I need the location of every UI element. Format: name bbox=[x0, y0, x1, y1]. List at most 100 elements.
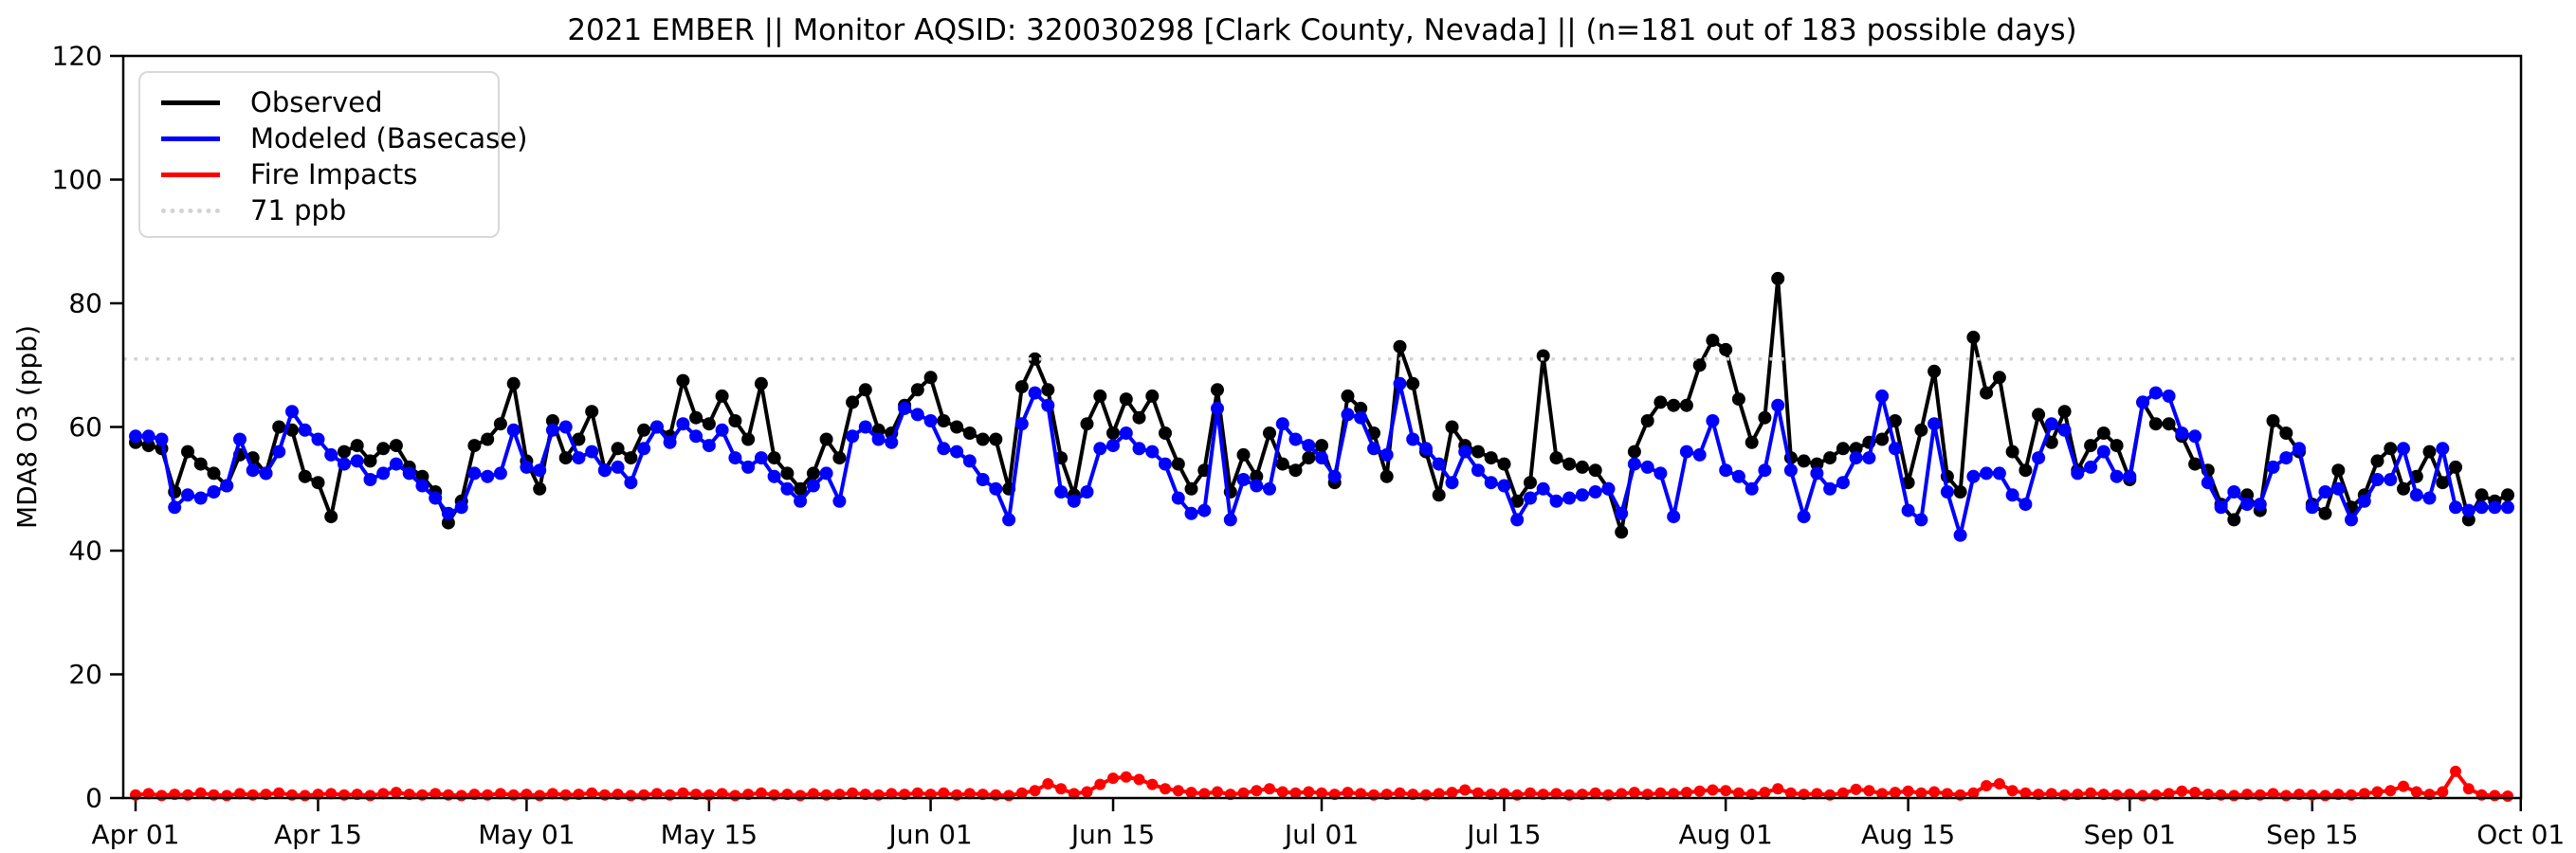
data-point bbox=[2436, 476, 2450, 490]
data-point bbox=[2436, 442, 2450, 456]
data-point bbox=[1223, 513, 1237, 527]
data-point bbox=[1940, 485, 1954, 499]
data-point bbox=[141, 439, 155, 453]
data-point bbox=[2162, 417, 2176, 431]
data-point bbox=[1471, 445, 1485, 459]
data-point bbox=[168, 500, 182, 515]
data-point bbox=[585, 405, 599, 419]
data-point bbox=[885, 435, 899, 449]
data-point bbox=[2071, 466, 2085, 481]
data-point bbox=[2331, 481, 2346, 496]
data-point bbox=[1849, 451, 1863, 465]
data-point bbox=[1836, 787, 1849, 799]
data-point bbox=[1706, 414, 1720, 427]
data-point bbox=[1627, 445, 1641, 459]
data-point bbox=[2279, 426, 2293, 440]
x-tick-label: Apr 01 bbox=[92, 819, 180, 850]
data-point bbox=[1720, 785, 1732, 797]
y-tick-label: 20 bbox=[68, 659, 102, 690]
data-point bbox=[1536, 481, 1550, 496]
x-tick-label: Aug 01 bbox=[1679, 819, 1773, 850]
data-point bbox=[1288, 463, 1303, 478]
data-point bbox=[1015, 787, 1028, 799]
data-point bbox=[1119, 426, 1133, 440]
data-point bbox=[1289, 787, 1302, 799]
data-point bbox=[1628, 787, 1640, 799]
data-point bbox=[1120, 771, 1132, 783]
data-point bbox=[2318, 485, 2332, 499]
data-point bbox=[676, 417, 690, 431]
data-point bbox=[1379, 469, 1394, 483]
data-point bbox=[2370, 454, 2384, 468]
data-point bbox=[493, 466, 507, 481]
data-point bbox=[1601, 481, 1616, 496]
data-point bbox=[1524, 491, 1537, 505]
data-point bbox=[377, 788, 390, 800]
data-point bbox=[1498, 788, 1510, 800]
data-point bbox=[2084, 439, 2098, 453]
data-point bbox=[2370, 473, 2384, 486]
data-point bbox=[298, 469, 312, 483]
x-tick-label: Sep 15 bbox=[2266, 819, 2358, 850]
data-point bbox=[1692, 358, 1707, 372]
data-point bbox=[1836, 442, 1850, 456]
data-point bbox=[1966, 330, 1981, 344]
data-point bbox=[1171, 457, 1185, 471]
data-point bbox=[193, 491, 208, 505]
data-point bbox=[2266, 460, 2280, 474]
data-point bbox=[1107, 772, 1119, 785]
data-point bbox=[1679, 445, 1693, 459]
data-point bbox=[1146, 778, 1159, 790]
data-point bbox=[2096, 445, 2110, 459]
data-point bbox=[1316, 787, 1327, 799]
data-point bbox=[1850, 783, 1862, 795]
data-point bbox=[1640, 460, 1654, 474]
data-point bbox=[129, 429, 142, 444]
data-point bbox=[1315, 439, 1328, 453]
data-point bbox=[1472, 787, 1484, 799]
data-point bbox=[2110, 469, 2124, 483]
data-point bbox=[728, 414, 742, 427]
data-point bbox=[1966, 469, 1981, 483]
data-point bbox=[923, 371, 938, 385]
data-point bbox=[1771, 398, 1785, 412]
data-point bbox=[1014, 417, 1029, 431]
data-point bbox=[1081, 786, 1093, 798]
data-point bbox=[1914, 423, 1928, 437]
series-observed bbox=[129, 271, 2514, 539]
data-point bbox=[2137, 789, 2149, 802]
data-point bbox=[1028, 386, 1042, 400]
data-point bbox=[1367, 442, 1380, 456]
data-point bbox=[1849, 442, 1863, 456]
data-point bbox=[2358, 788, 2370, 800]
x-tick-label: Jun 15 bbox=[1069, 819, 1155, 850]
data-point bbox=[1014, 380, 1029, 394]
data-point bbox=[1706, 334, 1720, 348]
data-point bbox=[1680, 787, 1692, 799]
data-point bbox=[2501, 488, 2514, 502]
data-point bbox=[1132, 410, 1146, 425]
data-point bbox=[1184, 481, 1198, 496]
data-point bbox=[989, 432, 1003, 446]
data-point bbox=[2280, 789, 2293, 802]
data-point bbox=[1524, 476, 1537, 490]
data-point bbox=[1236, 473, 1251, 486]
data-point bbox=[311, 476, 325, 490]
data-point bbox=[558, 451, 573, 465]
data-point bbox=[1484, 451, 1498, 465]
data-point bbox=[364, 789, 376, 802]
data-point bbox=[1315, 451, 1328, 465]
data-point bbox=[937, 414, 951, 427]
data-point bbox=[2057, 405, 2072, 419]
data-point bbox=[207, 466, 221, 481]
data-point bbox=[1250, 469, 1264, 483]
data-point bbox=[1745, 481, 1759, 496]
data-point bbox=[1302, 451, 1316, 465]
data-point bbox=[1525, 787, 1536, 799]
data-point bbox=[2019, 787, 2032, 799]
data-point bbox=[794, 481, 808, 496]
data-point bbox=[2266, 414, 2280, 427]
fire-line-icon bbox=[161, 172, 220, 177]
data-point bbox=[586, 787, 598, 799]
x-tick-label: Oct 01 bbox=[2476, 819, 2565, 850]
